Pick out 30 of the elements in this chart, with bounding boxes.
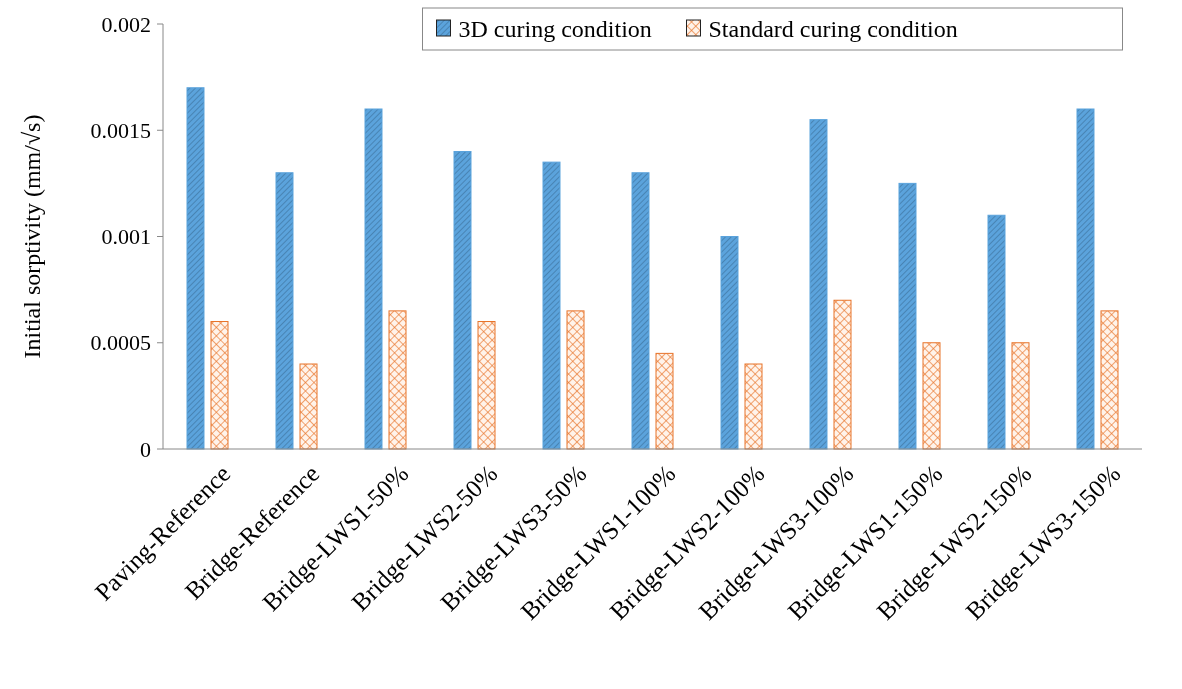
- bar: [987, 214, 1006, 450]
- legend-label: Standard curing condition: [708, 16, 958, 43]
- legend-label: 3D curing condition: [458, 16, 652, 43]
- bar: [1011, 342, 1030, 450]
- bar: [1100, 310, 1119, 450]
- y-axis-title: Initial sorptivity (mm/√s): [19, 114, 45, 359]
- y-tick-label: 0.0005: [90, 330, 151, 356]
- y-tick-label: 0: [140, 436, 151, 462]
- bar: [477, 321, 496, 450]
- bar: [655, 352, 674, 450]
- y-tick-label: 0.001: [101, 224, 151, 250]
- bar: [453, 151, 472, 450]
- bar: [744, 363, 763, 450]
- bar: [364, 108, 383, 450]
- bar: [388, 310, 407, 450]
- bar: [1076, 108, 1095, 450]
- y-tick-label: 0.002: [101, 11, 151, 37]
- bar: [898, 182, 917, 450]
- bar: [299, 363, 318, 450]
- bar: [720, 236, 739, 450]
- bar: [210, 321, 229, 450]
- bar: [542, 161, 561, 450]
- bar: [833, 299, 852, 450]
- bar: [922, 342, 941, 450]
- y-tick-label: 0.0015: [90, 117, 151, 143]
- bar: [809, 119, 828, 450]
- bar: [275, 172, 294, 450]
- bar: [186, 87, 205, 450]
- bar: [566, 310, 585, 450]
- bar: [631, 172, 650, 450]
